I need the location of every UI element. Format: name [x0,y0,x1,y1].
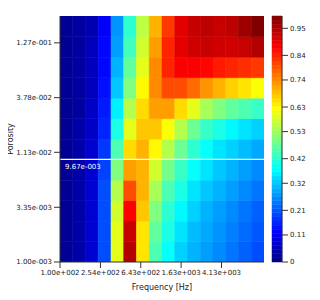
svg-text:1.63e+003: 1.63e+003 [162,269,201,277]
svg-text:4.13e+003: 4.13e+003 [202,269,241,277]
svg-text:0.11: 0.11 [290,231,306,239]
svg-text:1.13e-002: 1.13e-002 [16,149,52,157]
svg-text:0.21: 0.21 [290,207,306,215]
svg-text:0.63: 0.63 [290,104,306,112]
svg-text:0.84: 0.84 [290,52,306,60]
svg-text:1.27e-001: 1.27e-001 [16,39,52,47]
svg-text:0.95: 0.95 [290,25,306,33]
svg-text:0.53: 0.53 [290,128,306,136]
svg-text:2.54e+002: 2.54e+002 [81,269,120,277]
svg-text:0: 0 [290,258,294,266]
svg-text:Frequency [Hz]: Frequency [Hz] [132,283,192,292]
svg-text:3.35e-003: 3.35e-003 [16,204,52,212]
svg-text:Porosity: Porosity [8,123,15,155]
svg-text:0.74: 0.74 [290,76,306,84]
svg-text:6.43e+002: 6.43e+002 [121,269,160,277]
svg-text:9.67e-003: 9.67e-003 [65,163,101,171]
svg-text:0.42: 0.42 [290,155,306,163]
svg-text:3.78e-002: 3.78e-002 [16,94,52,102]
svg-text:1.00e+002: 1.00e+002 [40,269,79,277]
svg-text:1.00e-003: 1.00e-003 [16,258,52,266]
svg-text:0.32: 0.32 [290,180,306,188]
